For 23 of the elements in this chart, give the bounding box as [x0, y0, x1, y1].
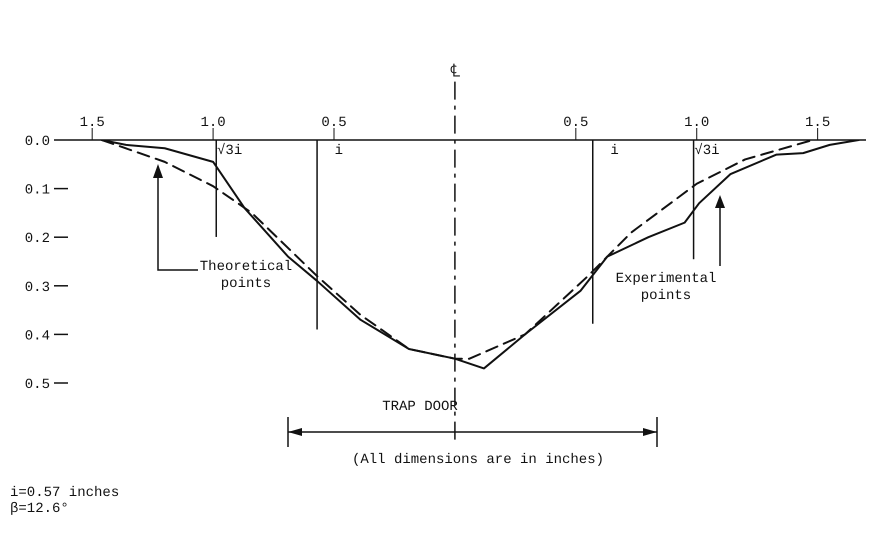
y-tick-label: 0.3	[24, 280, 50, 296]
ref-line-label: i	[334, 142, 344, 159]
ref-line-label: √3i	[217, 142, 242, 159]
ref-line-label: ℄	[450, 62, 460, 82]
y-tick-label: 0.2	[24, 231, 50, 248]
x-tick-label: 1.5	[805, 115, 830, 131]
series-label: Experimental points	[616, 271, 716, 304]
y-tick-label: 0.0	[24, 134, 50, 150]
series-label: Theoretical points	[200, 259, 292, 292]
text: β=12.6°	[10, 501, 69, 517]
text: i=0.57 inches	[10, 485, 120, 501]
text: (All dimensions are in inches)	[352, 452, 604, 468]
x-tick-label: 1.0	[684, 115, 710, 131]
ref-line-label: i	[610, 142, 619, 159]
x-tick-label: 1.0	[200, 115, 226, 131]
x-tick-label: 1.5	[80, 115, 105, 131]
text: TRAP DOOR	[382, 399, 458, 415]
y-tick-label: 0.5	[24, 376, 50, 393]
x-tick-label: 0.5	[321, 115, 347, 131]
y-tick-label: 0.4	[24, 328, 50, 344]
ref-line-label: √3i	[694, 142, 720, 159]
y-tick-label: 0.1	[24, 182, 50, 199]
x-tick-label: 0.5	[563, 115, 588, 131]
